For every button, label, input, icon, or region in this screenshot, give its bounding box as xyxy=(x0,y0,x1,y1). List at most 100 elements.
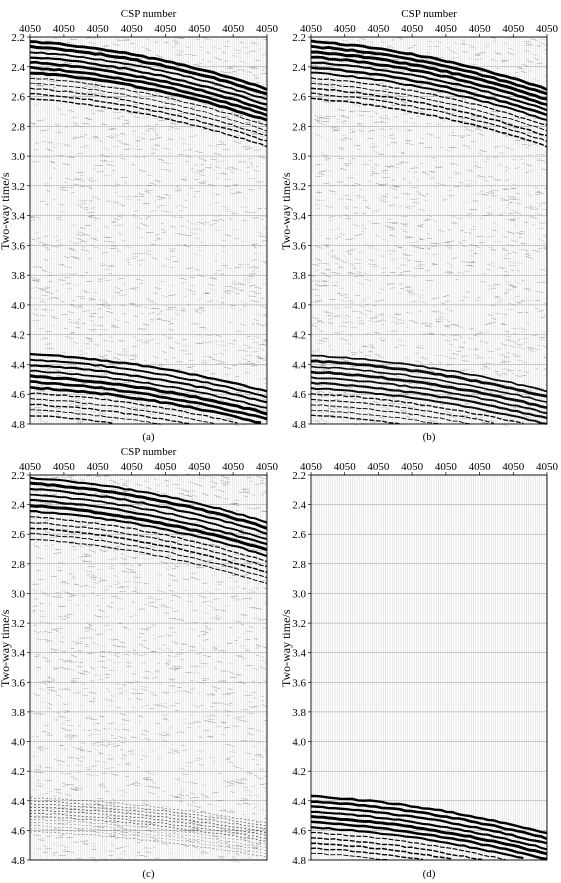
noise xyxy=(74,802,78,804)
noise xyxy=(122,646,127,648)
noise xyxy=(136,148,143,150)
noise xyxy=(349,264,355,268)
noise xyxy=(79,747,83,749)
noise xyxy=(161,743,164,745)
noise xyxy=(32,279,40,283)
noise xyxy=(407,129,412,131)
noise xyxy=(250,691,257,694)
noise xyxy=(136,145,139,147)
noise xyxy=(165,605,173,609)
noise xyxy=(115,86,121,89)
noise xyxy=(190,782,198,784)
noise xyxy=(176,562,181,565)
noise xyxy=(264,817,268,820)
noise xyxy=(245,630,253,633)
noise xyxy=(382,128,387,131)
noise xyxy=(326,237,331,240)
noise xyxy=(229,627,233,629)
noise xyxy=(541,168,547,171)
noise xyxy=(182,578,190,580)
noise xyxy=(115,353,122,356)
noise xyxy=(58,561,66,565)
noise xyxy=(209,223,218,225)
noise xyxy=(88,297,94,299)
reflection-event xyxy=(29,56,268,106)
noise xyxy=(179,137,188,141)
noise xyxy=(68,248,77,252)
noise xyxy=(78,349,83,352)
noise xyxy=(256,607,263,610)
noise xyxy=(88,554,93,557)
noise xyxy=(86,623,92,626)
noise xyxy=(112,379,119,382)
noise xyxy=(88,586,96,589)
noise xyxy=(129,753,135,755)
x-tick-label: 4050 xyxy=(154,23,177,35)
noise xyxy=(367,137,374,140)
noise xyxy=(40,591,48,595)
noise xyxy=(512,127,519,129)
noise xyxy=(394,314,402,316)
noise xyxy=(35,142,39,145)
noise xyxy=(188,481,196,484)
noise xyxy=(470,244,478,247)
noise xyxy=(413,300,418,303)
noise xyxy=(334,272,341,274)
noise xyxy=(195,653,202,655)
noise xyxy=(58,129,61,131)
noise xyxy=(374,164,379,166)
noise xyxy=(92,825,101,828)
noise xyxy=(418,193,426,197)
noise xyxy=(259,95,268,97)
noise xyxy=(413,275,417,278)
noise xyxy=(322,284,330,287)
noise xyxy=(427,325,432,327)
noise xyxy=(59,834,65,836)
noise xyxy=(98,783,105,785)
noise xyxy=(44,621,51,624)
noise xyxy=(404,398,409,400)
noise xyxy=(170,250,175,252)
noise xyxy=(233,503,239,505)
noise xyxy=(244,495,248,498)
noise xyxy=(164,194,173,197)
noise xyxy=(194,665,202,668)
noise xyxy=(343,184,349,187)
noise xyxy=(60,772,68,776)
noise xyxy=(493,296,500,298)
reflection-event xyxy=(29,392,238,424)
noise xyxy=(435,318,442,320)
noise xyxy=(458,335,462,337)
noise xyxy=(223,290,231,292)
noise xyxy=(78,661,83,663)
noise xyxy=(150,361,157,363)
noise xyxy=(154,137,162,139)
noise xyxy=(312,264,320,266)
noise xyxy=(114,319,120,322)
reflection-event xyxy=(310,71,548,122)
noise xyxy=(248,843,257,847)
noise xyxy=(51,297,59,299)
noise xyxy=(250,300,259,303)
noise xyxy=(264,679,268,681)
noise xyxy=(431,176,436,178)
noise xyxy=(63,812,68,814)
noise xyxy=(148,300,155,303)
x-tick-label: 4050 xyxy=(502,23,525,35)
noise xyxy=(354,182,361,185)
noise xyxy=(370,166,377,169)
noise xyxy=(405,326,409,329)
noise xyxy=(155,484,160,487)
noise xyxy=(424,358,427,360)
noise xyxy=(324,156,331,160)
noise xyxy=(138,236,144,238)
noise xyxy=(89,692,97,694)
noise xyxy=(247,598,252,600)
noise xyxy=(110,821,119,824)
noise xyxy=(458,346,465,348)
noise xyxy=(509,209,517,213)
noise xyxy=(123,627,127,629)
x-tick-label: 4050 xyxy=(53,23,76,35)
noise xyxy=(32,161,37,163)
noise xyxy=(134,781,142,785)
